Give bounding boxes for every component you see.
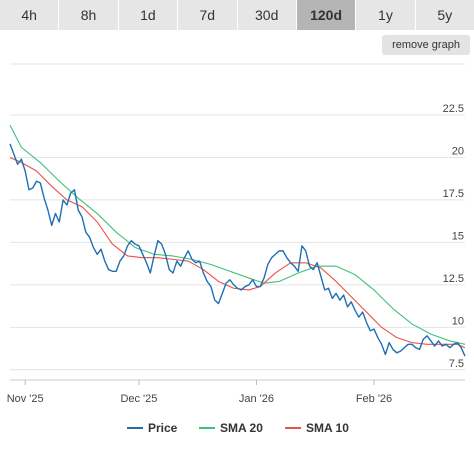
y-tick-label: 15 (452, 230, 464, 242)
legend-label: SMA 10 (306, 421, 349, 435)
tab-1y[interactable]: 1y (356, 0, 416, 30)
tab-4h[interactable]: 4h (0, 0, 60, 30)
legend-item-sma-10[interactable]: SMA 10 (285, 421, 349, 435)
series-line-price (9, 143, 466, 357)
y-tick-label: 20 (452, 145, 464, 157)
y-tick-label: 17.5 (443, 188, 464, 200)
legend-label: SMA 20 (220, 421, 263, 435)
timeframe-tabs: 4h 8h 1d 7d 30d 120d 1y 5y (0, 0, 474, 30)
tab-30d[interactable]: 30d (237, 0, 297, 30)
tab-7d[interactable]: 7d (178, 0, 238, 30)
x-tick-label: Dec '25 (120, 393, 157, 405)
series-line-sma-20 (9, 124, 466, 345)
y-tick-label: 10 (452, 315, 464, 327)
tab-5y[interactable]: 5y (415, 0, 474, 30)
legend-item-sma-20[interactable]: SMA 20 (199, 421, 263, 435)
tab-120d[interactable]: 120d (296, 0, 357, 30)
series-line-sma-10 (9, 156, 466, 349)
legend-item-price[interactable]: Price (127, 421, 178, 435)
x-tick-label: Nov '25 (7, 393, 44, 405)
y-tick-label: 22.5 (443, 103, 464, 115)
legend-label: Price (148, 421, 178, 435)
y-tick-label: 12.5 (443, 273, 464, 285)
x-tick-label: Feb '26 (356, 393, 392, 405)
y-tick-label: 7.5 (449, 358, 464, 370)
tab-1d[interactable]: 1d (118, 0, 179, 30)
remove-graph-button[interactable]: remove graph (382, 35, 470, 55)
tab-8h[interactable]: 8h (59, 0, 119, 30)
x-tick-label: Jan '26 (239, 393, 274, 405)
